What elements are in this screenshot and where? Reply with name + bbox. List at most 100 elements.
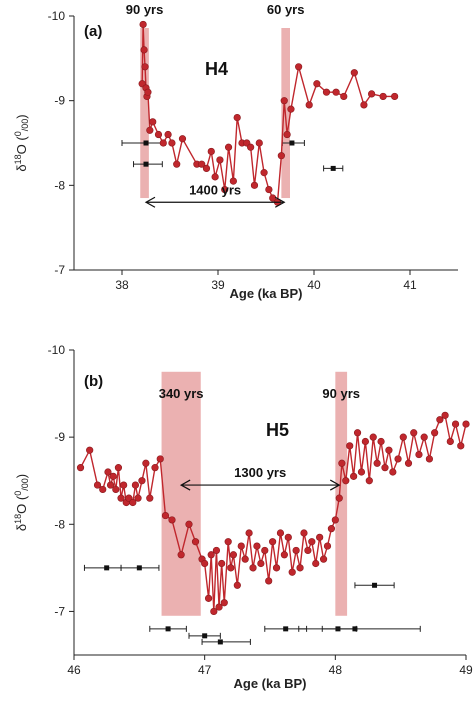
data-point	[283, 130, 291, 139]
y-label-ylabel-unit-sub: /00	[20, 119, 30, 132]
y-tick-label: -8	[54, 517, 65, 531]
data-point	[247, 143, 255, 151]
data-point	[391, 92, 399, 101]
data-point	[139, 20, 147, 29]
data-point	[462, 420, 470, 428]
data-point	[237, 542, 245, 550]
data-point	[381, 464, 389, 472]
data-point	[305, 101, 313, 109]
data-point	[361, 437, 369, 446]
dating-point	[202, 633, 208, 639]
data-point	[280, 97, 288, 105]
data-point	[457, 442, 465, 450]
series-line	[141, 24, 395, 204]
data-point	[211, 173, 219, 181]
dating-point	[217, 639, 223, 645]
data-point	[269, 538, 277, 546]
data-point	[201, 559, 209, 568]
y-tick-label: -7	[54, 604, 65, 618]
data-point	[284, 533, 292, 541]
data-point	[161, 511, 170, 520]
data-point	[151, 464, 159, 472]
y-label-ylabel-close: )	[14, 114, 29, 118]
data-point	[389, 468, 397, 476]
data-point	[253, 542, 261, 550]
data-point	[76, 464, 85, 472]
data-point	[112, 485, 120, 494]
y-tick-label: -10	[48, 9, 66, 23]
y-axis-label: δ18O (0/00)	[13, 114, 30, 171]
y-label-ylabel-unit-sup: 0	[13, 491, 23, 496]
data-point	[210, 607, 218, 616]
series-line	[79, 414, 467, 612]
data-point	[280, 551, 288, 559]
data-point	[93, 481, 102, 489]
data-point	[207, 551, 215, 559]
data-point	[191, 538, 200, 546]
data-point	[129, 498, 137, 507]
x-tick-label: 40	[307, 278, 321, 292]
data-point	[272, 564, 281, 572]
data-point	[138, 477, 146, 485]
data-point	[277, 152, 285, 160]
data-point	[207, 147, 215, 156]
y-tick-label: -7	[54, 263, 65, 277]
dating-point	[143, 161, 149, 167]
data-point	[296, 564, 304, 572]
data-point	[404, 459, 413, 467]
band-label-1: 340 yrs	[159, 386, 204, 401]
dating-point	[104, 565, 110, 571]
event-label: H5	[266, 420, 289, 440]
dating-point	[136, 565, 142, 571]
data-point	[257, 559, 265, 568]
data-point	[357, 468, 366, 476]
data-point	[335, 494, 343, 502]
x-tick-label: 48	[329, 663, 343, 677]
x-tick-label: 46	[67, 663, 81, 677]
y-label-ylabel-unit-sub: /00	[20, 478, 30, 491]
data-point	[313, 80, 321, 88]
data-point	[185, 520, 193, 528]
data-point	[99, 485, 107, 494]
data-point	[86, 446, 94, 454]
data-point	[308, 538, 316, 546]
y-tick-label: -8	[54, 178, 65, 192]
data-point	[385, 446, 393, 454]
data-point	[249, 564, 257, 572]
data-point	[233, 581, 241, 589]
panel-label: (a)	[84, 23, 102, 40]
data-point	[431, 429, 439, 437]
x-axis-label: Age (ka BP)	[230, 286, 303, 301]
data-point	[146, 494, 154, 502]
data-point	[304, 546, 312, 555]
dating-point	[330, 165, 336, 171]
data-point	[379, 92, 387, 101]
data-point	[255, 139, 263, 147]
event-label: H4	[205, 59, 228, 79]
data-point	[245, 529, 253, 537]
data-point	[319, 555, 328, 563]
data-point	[369, 433, 377, 441]
y-axis-label: δ18O (0/00)	[13, 474, 30, 531]
x-tick-label: 41	[403, 278, 417, 292]
data-point	[394, 455, 402, 463]
dating-point	[165, 626, 171, 632]
data-point	[323, 542, 332, 550]
data-point	[159, 139, 167, 147]
dating-point	[289, 140, 295, 146]
data-point	[212, 546, 221, 555]
data-point	[316, 533, 324, 541]
data-point	[109, 472, 117, 480]
data-point	[154, 130, 163, 139]
data-point	[168, 516, 176, 524]
band-label-1: 90 yrs	[126, 2, 164, 17]
data-point	[410, 429, 418, 437]
data-point	[368, 90, 376, 98]
y-label-ylabel-unit-sup: 0	[13, 131, 23, 136]
data-point	[365, 477, 373, 485]
data-point	[104, 468, 112, 476]
data-point	[229, 177, 237, 185]
data-point	[216, 156, 224, 164]
data-point	[173, 160, 181, 168]
